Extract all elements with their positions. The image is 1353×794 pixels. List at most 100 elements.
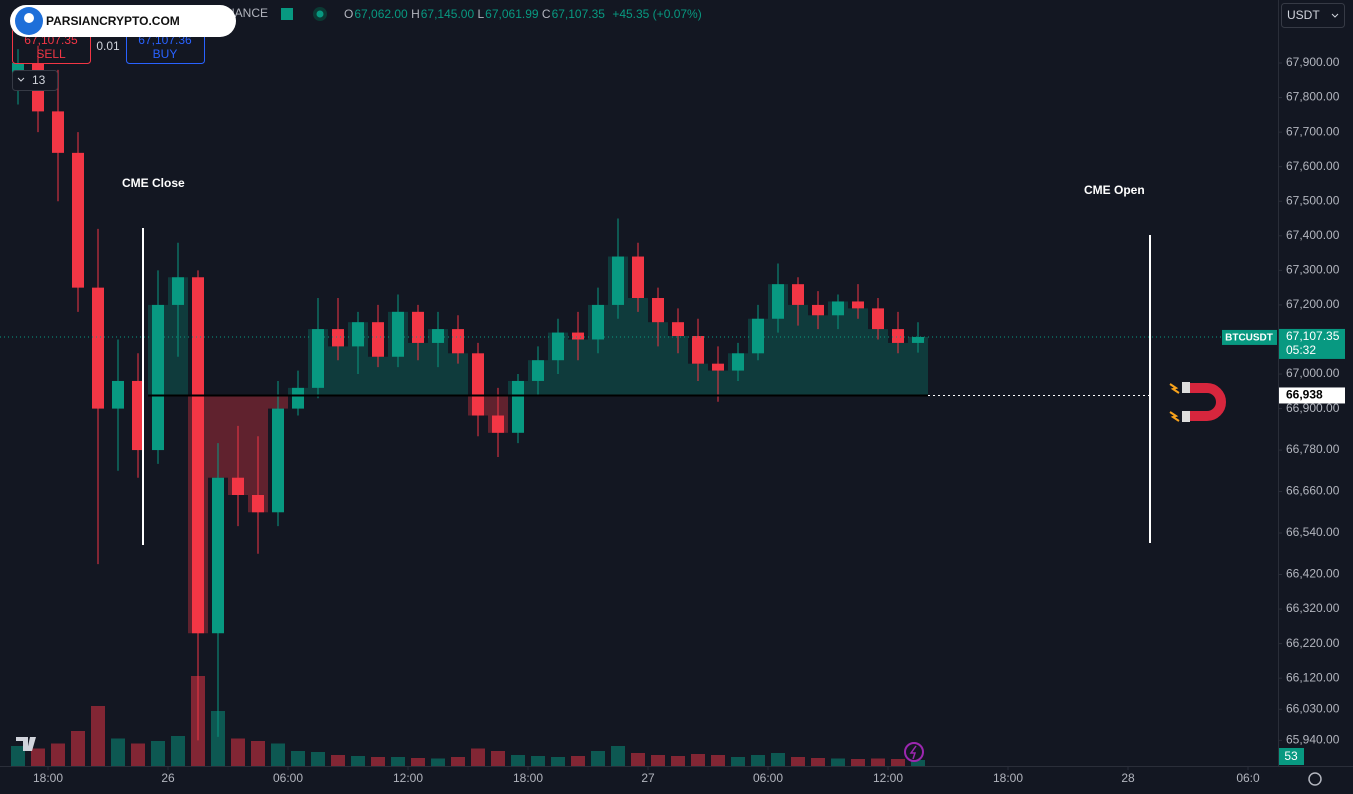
symbol-label: BTCUSDT xyxy=(1225,333,1273,344)
candle-body xyxy=(872,308,884,330)
y-tick-label: 66,900.00 xyxy=(1286,401,1340,415)
x-tick-label: 26 xyxy=(161,771,175,785)
plot-layer xyxy=(0,45,1278,766)
indicator-count: 13 xyxy=(32,73,46,87)
candle-body xyxy=(792,284,804,305)
ohlc-label: H xyxy=(411,7,420,21)
volume-bar xyxy=(651,755,665,766)
volume-bar xyxy=(811,758,825,766)
y-tick-label: 66,220.00 xyxy=(1286,636,1340,650)
annotation: CME Close xyxy=(122,176,185,190)
candle-body xyxy=(52,111,64,153)
volume-bar xyxy=(831,758,845,766)
x-tick-label: 18:00 xyxy=(33,771,63,785)
candle-body xyxy=(712,363,724,371)
ohlc-values: O67,062.00 H67,145.00 L67,061.99 C67,107… xyxy=(344,7,702,21)
candle-body xyxy=(772,284,784,319)
baseline-fill xyxy=(908,336,928,396)
volume-bar xyxy=(131,743,145,766)
y-tick-label: 67,200.00 xyxy=(1286,297,1340,311)
baseline-fill xyxy=(648,322,668,396)
y-tick-label: 66,540.00 xyxy=(1286,525,1340,539)
indicator-toggle[interactable] xyxy=(12,70,58,91)
candle-body xyxy=(292,387,304,409)
badge-box xyxy=(1279,748,1304,765)
tv-logo[interactable] xyxy=(16,737,36,751)
sell-label: SELL xyxy=(36,47,66,61)
baseline-fill xyxy=(628,298,648,396)
candle-body xyxy=(552,332,564,361)
y-tick-label: 65,940.00 xyxy=(1286,733,1340,747)
ohlc-value: 67,062.00 xyxy=(354,7,408,21)
y-tick-label: 67,500.00 xyxy=(1286,193,1340,207)
y-tick-label: 67,400.00 xyxy=(1286,228,1340,242)
volume-bar xyxy=(671,756,685,766)
volume-bar xyxy=(11,746,25,766)
candle-body xyxy=(612,256,624,305)
baseline-fill xyxy=(868,329,888,396)
volume-bar xyxy=(611,746,625,766)
candle-body xyxy=(392,311,404,357)
spark xyxy=(1169,411,1180,422)
x-tick-label: 18:00 xyxy=(513,771,543,785)
currency: USDT xyxy=(1287,8,1320,22)
volume-bar xyxy=(791,757,805,766)
currency-select[interactable] xyxy=(1281,3,1345,28)
x-tick-label: 18:00 xyxy=(993,771,1023,785)
logo-text: PARSIANCRYPTO.COM xyxy=(46,14,180,28)
volume-bar xyxy=(51,743,65,766)
volume-bar xyxy=(511,755,525,766)
y-tick-label: 67,900.00 xyxy=(1286,55,1340,69)
baseline-fill xyxy=(848,308,868,396)
candle-body xyxy=(112,380,124,409)
candle-body xyxy=(472,353,484,416)
volume-bar xyxy=(391,757,405,766)
volume-bar xyxy=(551,757,565,766)
volume-bar xyxy=(851,759,865,766)
quantity[interactable]: 0.01 xyxy=(96,39,120,53)
volume-bar xyxy=(751,755,765,766)
y-tick-label: 66,120.00 xyxy=(1286,670,1340,684)
magnet-tip xyxy=(1182,411,1190,422)
volume-bar xyxy=(691,754,705,766)
flag-icon[interactable] xyxy=(281,8,293,20)
y-tick-label: 66,030.00 xyxy=(1286,701,1340,715)
x-tick-label: 06:00 xyxy=(753,771,783,785)
magnet-tip xyxy=(1182,382,1190,393)
level-label: 66,938 xyxy=(1286,388,1323,402)
ohlc-value: 67,061.99 xyxy=(485,7,539,21)
baseline-fill xyxy=(448,353,468,396)
baseline-fill xyxy=(808,315,828,396)
y-tick-label: 67,600.00 xyxy=(1286,159,1340,173)
x-tick-label: 12:00 xyxy=(393,771,423,785)
y-tick-label: 66,780.00 xyxy=(1286,442,1340,456)
logo-pill xyxy=(10,5,236,37)
candle-body xyxy=(852,301,864,309)
ohlc-label: L xyxy=(477,7,484,21)
candle-body xyxy=(512,380,524,433)
volume-bar xyxy=(631,753,645,766)
volume-bar xyxy=(911,760,925,766)
baseline-fill xyxy=(568,339,588,396)
candle-body xyxy=(672,322,684,337)
baseline-fill xyxy=(328,346,348,396)
volume-bar xyxy=(331,755,345,766)
last-price-box xyxy=(1279,328,1345,359)
volume-bar xyxy=(411,758,425,766)
candle-body xyxy=(912,336,924,343)
settings-icon[interactable] xyxy=(1308,772,1322,786)
candle-body xyxy=(92,287,104,409)
x-tick-label: 06:0 xyxy=(1236,771,1260,785)
lightning-bolt xyxy=(909,745,917,760)
lightning-icon[interactable] xyxy=(904,742,924,762)
candle-body xyxy=(412,311,424,343)
volume-bar xyxy=(291,751,305,766)
x-tick-label: 06:00 xyxy=(273,771,303,785)
ohlc-label: C xyxy=(542,7,551,21)
volume-bar xyxy=(771,753,785,766)
volume-bar xyxy=(371,757,385,766)
candle-body xyxy=(812,304,824,316)
volume-bar xyxy=(491,751,505,766)
x-tick-label: 12:00 xyxy=(873,771,903,785)
